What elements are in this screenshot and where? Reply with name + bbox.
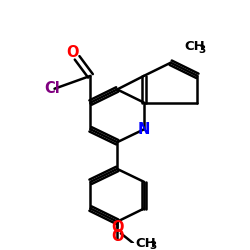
Text: N: N xyxy=(138,122,150,137)
Text: Cl: Cl xyxy=(44,81,60,96)
Text: CH: CH xyxy=(136,236,156,250)
Text: 3: 3 xyxy=(149,240,156,250)
Text: O: O xyxy=(66,46,78,60)
Text: O: O xyxy=(111,230,124,244)
Text: 3: 3 xyxy=(199,45,206,55)
Text: O: O xyxy=(111,220,124,235)
Text: CH: CH xyxy=(184,40,205,54)
